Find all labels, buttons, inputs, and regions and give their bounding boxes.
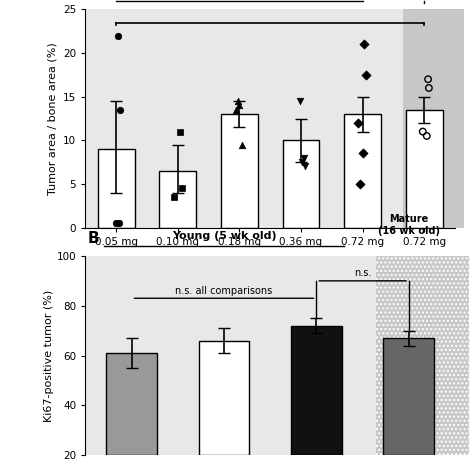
Bar xyxy=(159,171,196,228)
Bar xyxy=(406,110,443,228)
Text: $E_2$ pellet dose: $E_2$ pellet dose xyxy=(229,267,311,284)
Point xyxy=(424,75,432,83)
Point xyxy=(301,154,308,162)
Point xyxy=(299,158,306,166)
Point xyxy=(234,97,242,105)
Bar xyxy=(221,114,258,228)
Bar xyxy=(291,326,342,455)
Text: n.s. all comparisons: n.s. all comparisons xyxy=(175,286,273,296)
FancyBboxPatch shape xyxy=(376,256,469,455)
Bar xyxy=(383,338,434,455)
Point xyxy=(238,141,246,148)
Text: Mature
(16 wk old): Mature (16 wk old) xyxy=(378,214,440,236)
Bar xyxy=(106,353,157,455)
Point xyxy=(359,150,367,157)
Point xyxy=(115,219,123,227)
Point xyxy=(170,193,178,201)
Point xyxy=(355,119,362,127)
Point xyxy=(112,219,119,227)
Y-axis label: Tumor area / bone area (%): Tumor area / bone area (%) xyxy=(47,42,57,195)
Bar xyxy=(283,140,319,228)
Point xyxy=(423,132,430,140)
Text: n.s.: n.s. xyxy=(354,268,371,278)
Point xyxy=(425,84,433,92)
Point xyxy=(301,163,309,170)
Bar xyxy=(98,149,135,228)
Point xyxy=(362,71,370,79)
Y-axis label: Ki67-positive tumor (%): Ki67-positive tumor (%) xyxy=(44,289,54,422)
Point xyxy=(176,128,184,136)
Point xyxy=(235,101,243,109)
Point xyxy=(116,106,123,114)
Bar xyxy=(199,340,249,455)
Text: B: B xyxy=(87,231,99,246)
Point xyxy=(179,184,186,192)
Point xyxy=(114,32,122,39)
Point xyxy=(419,128,427,136)
Point xyxy=(297,97,304,105)
FancyBboxPatch shape xyxy=(402,9,464,228)
Text: Young (5 wk old): Young (5 wk old) xyxy=(172,231,276,241)
Point xyxy=(360,41,368,48)
Bar xyxy=(344,114,381,228)
Point xyxy=(232,106,239,114)
Point xyxy=(356,180,364,188)
